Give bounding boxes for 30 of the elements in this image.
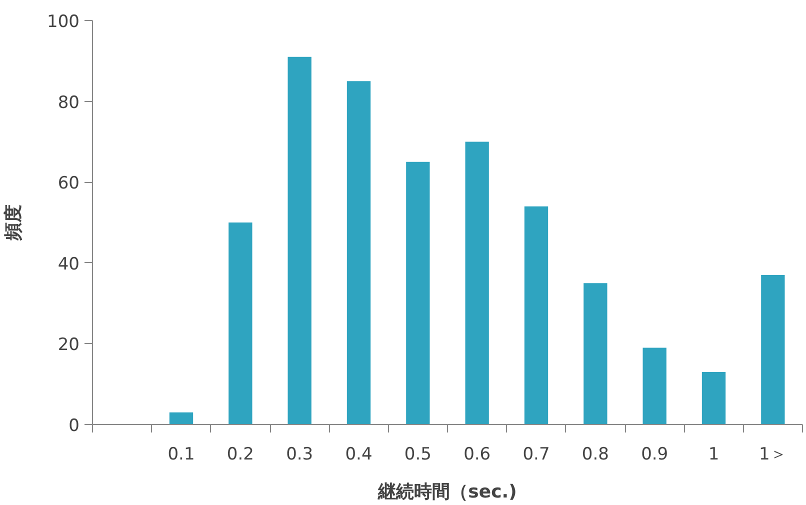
y-tick-label: 60 — [58, 174, 80, 194]
y-tick-label: 0 — [68, 416, 80, 436]
bar — [346, 81, 371, 424]
x-tick-label: 0.6 — [464, 444, 491, 464]
bar — [465, 142, 489, 424]
bar — [524, 206, 548, 424]
bar — [642, 348, 666, 424]
bar — [288, 56, 312, 424]
bar — [702, 372, 726, 424]
x-tick-label: 1 — [708, 444, 720, 464]
bar — [761, 275, 785, 424]
x-axis-title: 継続時間（sec.) — [377, 482, 517, 502]
bar — [169, 412, 194, 424]
x-tick-label: 0.5 — [404, 444, 432, 464]
y-tick-label: 20 — [58, 335, 80, 356]
bar — [584, 283, 608, 424]
x-tick-label: 0.4 — [345, 444, 372, 464]
x-tick-label: 0.1 — [168, 444, 195, 464]
x-tick-label: 0.8 — [582, 444, 609, 464]
bar — [406, 162, 430, 424]
y-tick-label: 80 — [58, 92, 80, 113]
bar — [228, 222, 252, 424]
y-tick-label: 100 — [47, 12, 80, 32]
x-tick-label: 0.7 — [522, 444, 550, 464]
x-tick-label: 0.3 — [286, 444, 314, 464]
x-tick-label: 1＞ — [759, 444, 787, 464]
x-tick-label: 0.9 — [641, 444, 668, 464]
y-axis-title: 頻度 — [3, 204, 24, 242]
x-tick-label: 0.2 — [226, 444, 254, 464]
y-tick-label: 40 — [58, 254, 80, 274]
